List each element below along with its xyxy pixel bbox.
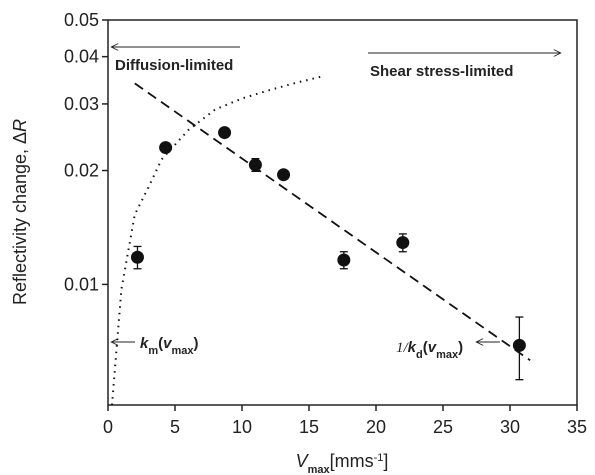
data-point	[396, 236, 410, 250]
text-part: Shear stress-limited	[370, 63, 513, 80]
x-tick-label: 15	[299, 417, 319, 437]
data-point	[159, 141, 173, 155]
annotation: Diffusion-limited	[115, 57, 233, 74]
data-point	[130, 250, 144, 264]
text-part: -1	[374, 452, 384, 464]
x-tick-label: 25	[433, 417, 453, 437]
curve	[111, 75, 322, 406]
text-part: V	[296, 451, 310, 471]
text-part: max	[171, 345, 194, 357]
text-part: ]	[383, 451, 388, 471]
text-part: v	[163, 335, 173, 352]
text-part: d	[416, 349, 423, 361]
x-tick-label: 5	[170, 417, 180, 437]
y-tick-label: 0.04	[64, 47, 99, 67]
y-tick-label: 0.03	[64, 94, 99, 114]
annotation: Shear stress-limited	[370, 63, 513, 80]
text-part: 1/	[396, 340, 410, 356]
text-part: )	[194, 335, 199, 352]
y-tick-label: 0.02	[64, 161, 99, 181]
text-part: k	[140, 335, 149, 352]
x-tick-label: 0	[103, 417, 113, 437]
data-point	[337, 253, 351, 267]
text-part: max	[436, 349, 459, 361]
text-part: [mms	[330, 451, 374, 471]
text-part: max	[308, 464, 331, 475]
text-part: )	[458, 339, 463, 356]
x-tick-label: 10	[232, 417, 252, 437]
text-part: m	[148, 345, 158, 357]
data-point	[512, 338, 526, 352]
data-point	[218, 126, 232, 140]
text-part: (	[158, 335, 163, 352]
text-part: R	[10, 119, 30, 132]
y-axis-label: Reflectivity change, ΔR	[10, 119, 30, 305]
y-tick-label: 0.01	[64, 274, 99, 294]
annotation: 1/kd(vmax)	[396, 339, 463, 361]
text-part: k	[408, 339, 417, 356]
text-part: v	[428, 339, 438, 356]
plot-frame	[107, 19, 578, 406]
y-tick-label: 0.05	[64, 10, 99, 30]
data-point	[277, 168, 291, 182]
x-axis-label: Vmax[mms-1]	[296, 451, 389, 475]
x-tick-label: 20	[366, 417, 386, 437]
text-part: Diffusion-limited	[115, 57, 233, 74]
annotation: km(vmax)	[140, 335, 199, 357]
x-tick-label: 35	[567, 417, 587, 437]
data-point	[248, 158, 262, 172]
curve	[134, 82, 531, 362]
text-part: (	[423, 339, 428, 356]
x-tick-label: 30	[500, 417, 520, 437]
text-part: Reflectivity change, Δ	[10, 132, 30, 305]
